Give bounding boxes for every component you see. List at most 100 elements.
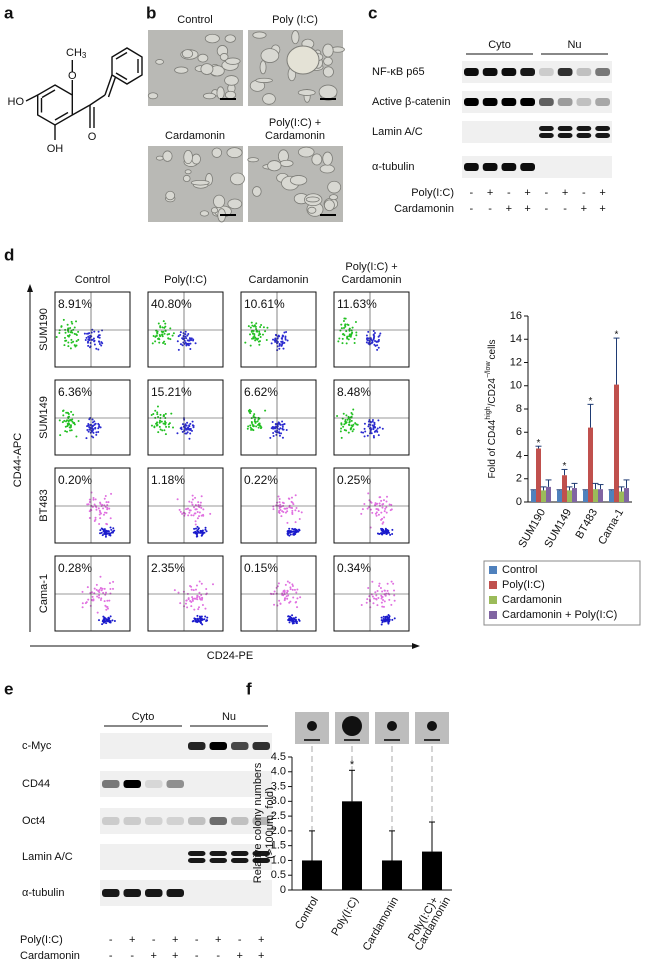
blot-strip	[100, 808, 272, 834]
event-dot	[93, 343, 96, 346]
event-dot	[274, 430, 277, 433]
treatment-sign: +	[562, 187, 568, 199]
event-dot	[102, 619, 105, 622]
blot-band	[123, 889, 141, 897]
event-dot	[377, 434, 380, 437]
blot-band	[520, 163, 535, 171]
event-dot	[371, 595, 374, 598]
event-dot	[97, 430, 100, 433]
event-dot	[154, 409, 157, 412]
event-dot	[85, 437, 88, 440]
event-dot	[389, 533, 392, 536]
event-dot	[205, 619, 208, 622]
event-dot	[278, 342, 281, 345]
treatment-sign: +	[599, 187, 605, 199]
event-dot	[63, 336, 66, 339]
error-bar	[587, 403, 594, 428]
cell-cluster	[319, 164, 335, 174]
event-dot	[390, 503, 393, 506]
blot-band	[123, 780, 141, 788]
event-dot	[182, 335, 185, 338]
event-dot	[246, 427, 249, 430]
event-dot	[376, 589, 379, 592]
event-dot	[187, 342, 190, 345]
event-dot	[380, 597, 383, 600]
percentage: 0.22%	[244, 473, 278, 487]
event-dot	[277, 495, 280, 498]
event-dot	[87, 344, 90, 347]
event-dot	[252, 337, 255, 340]
event-dot	[100, 531, 103, 534]
legend-label: Cardamonin	[502, 594, 562, 606]
event-dot	[258, 340, 261, 343]
blot-band	[166, 817, 184, 825]
event-dot	[190, 501, 193, 504]
event-dot	[105, 622, 108, 625]
blot-band	[102, 889, 120, 897]
event-dot	[63, 344, 66, 347]
event-dot	[382, 605, 385, 608]
treatment-sign: -	[109, 950, 113, 962]
event-dot	[158, 341, 161, 344]
event-dot	[382, 499, 385, 502]
event-dot	[273, 603, 276, 606]
event-dot	[371, 420, 374, 423]
protein-label: α-tubulin	[22, 887, 64, 899]
bar	[624, 488, 629, 502]
event-dot	[291, 527, 294, 530]
event-dot	[87, 422, 90, 425]
event-dot	[340, 327, 343, 330]
event-dot	[99, 598, 102, 601]
event-dot	[299, 596, 302, 599]
event-dot	[62, 409, 65, 412]
event-dot	[88, 428, 91, 431]
event-dot	[187, 332, 190, 335]
percentage: 0.15%	[244, 561, 278, 575]
event-dot	[259, 425, 262, 428]
event-dot	[185, 508, 188, 511]
event-dot	[291, 530, 294, 533]
blot-strip	[100, 844, 272, 870]
bar	[557, 490, 562, 502]
event-dot	[95, 508, 98, 511]
legend-swatch	[489, 611, 497, 619]
event-dot	[285, 595, 288, 598]
y-tick-label: 3.0	[271, 795, 286, 807]
blot-band	[501, 68, 517, 76]
cell-cluster	[227, 198, 243, 210]
event-dot	[386, 616, 389, 619]
event-dot	[195, 584, 198, 587]
event-dot	[295, 591, 298, 594]
event-dot	[372, 425, 375, 428]
blot-band	[231, 851, 249, 856]
blot-band	[145, 780, 163, 788]
flow-plot	[54, 555, 131, 632]
cell-cluster	[200, 63, 214, 75]
event-dot	[157, 416, 160, 419]
event-dot	[345, 429, 348, 432]
event-dot	[198, 506, 201, 509]
event-dot	[281, 425, 284, 428]
event-dot	[100, 597, 103, 600]
event-dot	[290, 500, 293, 503]
event-dot	[112, 527, 115, 530]
event-dot	[101, 534, 104, 537]
event-dot	[194, 342, 197, 345]
cell-cluster	[197, 53, 209, 63]
treatment-sign: +	[258, 934, 264, 946]
event-dot	[194, 620, 197, 623]
event-dot	[374, 597, 377, 600]
event-dot	[287, 532, 290, 535]
event-dot	[250, 422, 253, 425]
event-dot	[72, 340, 75, 343]
atom-label: CH	[66, 47, 82, 59]
event-dot	[155, 334, 158, 337]
event-dot	[180, 428, 183, 431]
event-dot	[375, 511, 378, 514]
event-dot	[185, 343, 188, 346]
event-dot	[282, 428, 285, 431]
event-dot	[385, 500, 388, 503]
cell-cluster	[297, 89, 316, 96]
error-bar	[592, 482, 599, 490]
event-dot	[190, 337, 193, 340]
